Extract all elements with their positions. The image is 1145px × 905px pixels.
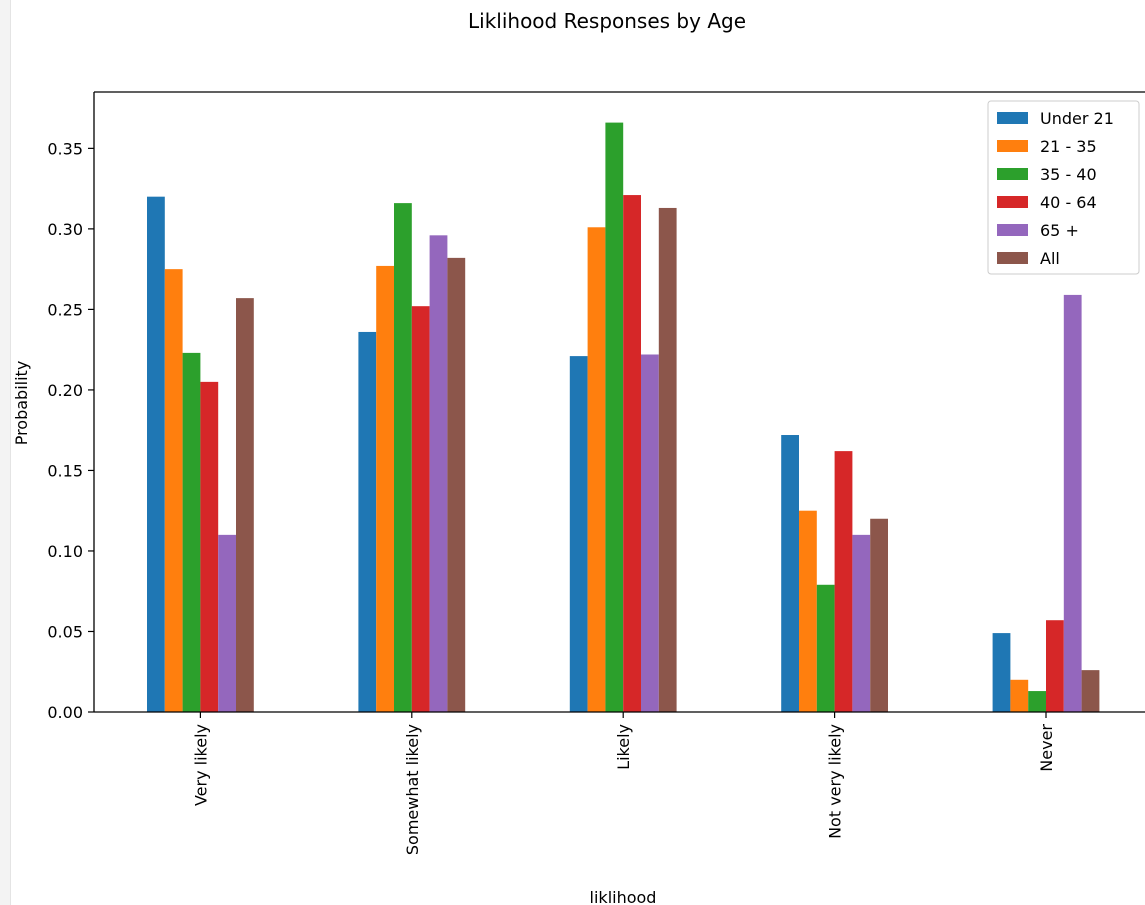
y-tick-label: 0.00 (47, 703, 83, 722)
x-tick-label: Somewhat likely (403, 724, 422, 855)
plot-area: 0.00 0.05 0.10 0.15 0.20 0.25 0.30 0.35 Very lik… (47, 91, 1145, 855)
bar-4-4 (1063, 294, 1082, 712)
bar-2-2 (605, 122, 624, 712)
y-axis-label: Probability (12, 361, 31, 446)
bar-1-3 (411, 306, 430, 712)
bar-2-5 (658, 207, 677, 712)
legend-swatch (997, 196, 1028, 208)
legend-swatch (997, 224, 1028, 236)
left-gutter (0, 0, 11, 905)
bar-0-3 (200, 381, 219, 712)
bar-0-5 (236, 298, 254, 712)
legend-swatch (997, 112, 1028, 124)
legend-label: All (1040, 249, 1060, 268)
y-tick-label: 0.20 (47, 381, 83, 400)
bar-4-2 (1028, 691, 1046, 712)
bar-4-0 (992, 633, 1011, 712)
legend-swatch (997, 252, 1028, 264)
bar-3-4 (852, 534, 871, 712)
bar-0-0 (147, 196, 165, 713)
x-axis-label: liklihood (590, 888, 657, 905)
legend-swatch (997, 168, 1028, 180)
legend-label: 35 - 40 (1040, 165, 1097, 184)
bar-1-1 (376, 265, 394, 712)
chart-title: Liklihood Responses by Age (468, 9, 746, 33)
x-tick-label: Very likely (191, 724, 210, 806)
bar-4-5 (1081, 670, 1100, 712)
bar-1-0 (358, 331, 377, 712)
bar-0-1 (164, 269, 183, 712)
bar-3-0 (781, 435, 799, 712)
y-tick-label: 0.35 (47, 139, 83, 158)
bar-0-4 (218, 534, 236, 712)
y-tick-label: 0.10 (47, 542, 83, 561)
bar-3-2 (816, 584, 835, 712)
bar-3-3 (834, 451, 853, 712)
y-tick-label: 0.30 (47, 220, 83, 239)
bar-1-5 (447, 257, 466, 712)
x-tick-label: Never (1037, 724, 1056, 772)
bar-3-1 (799, 510, 817, 712)
legend-label: 65 + (1040, 221, 1079, 240)
bar-2-4 (641, 354, 659, 712)
bar-4-1 (1010, 679, 1029, 712)
bar-3-5 (870, 518, 888, 712)
bar-1-4 (429, 235, 448, 712)
bar-2-3 (623, 195, 641, 712)
legend-swatch (997, 140, 1028, 152)
legend-label: 40 - 64 (1040, 193, 1097, 212)
bar-0-2 (182, 352, 201, 712)
bar-1-2 (394, 203, 412, 712)
bar-2-0 (569, 356, 588, 712)
bar-2-1 (587, 227, 606, 713)
x-tick-label: Likely (614, 724, 633, 770)
y-tick-label: 0.25 (47, 300, 83, 319)
bar-4-3 (1046, 620, 1064, 712)
x-tick-label: Not very likely (826, 724, 845, 839)
y-tick-label: 0.15 (47, 461, 83, 480)
legend: Under 21 21 - 35 35 - 40 40 - 64 65 + All (987, 100, 1140, 275)
y-tick-label: 0.05 (47, 622, 83, 641)
legend-label: Under 21 (1040, 109, 1114, 128)
legend-label: 21 - 35 (1040, 137, 1097, 156)
